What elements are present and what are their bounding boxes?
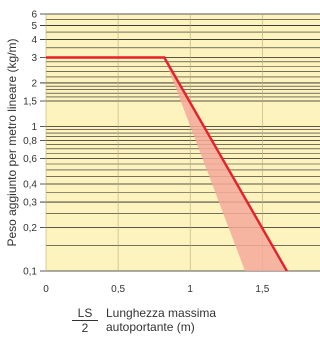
y-tick-label: 0,6 [23,154,37,165]
x-tick-labels: 0 0,5 1 1,5 [43,284,269,295]
x-tick-label: 0,5 [111,284,125,295]
y-tick-label: 0,4 [23,179,37,190]
x-tick-label: 1,5 [255,284,269,295]
x-axis-label: Lunghezza massima autoportante (m) [106,306,306,334]
x-tick-label: 1 [187,284,193,295]
y-tick-label: 3 [31,53,37,64]
ls-fraction-denominator: 2 [72,321,98,335]
plot-background [46,14,320,271]
y-tick-label: 1 [31,122,37,133]
y-tick-label: 0,2 [23,223,37,234]
y-tick-label: 0,1 [23,267,37,278]
chart: 65 4 3 2 1,5 1 0,8 0,6 0,4 0,3 0,2 0,1 0 0,5 1 1,5 Pes… [0,0,320,300]
y-tick-label: 0,3 [23,198,37,209]
y-tick-labels: 65 4 3 2 1,5 1 0,8 0,6 0,4 0,3 0,2 0,1 [23,10,37,278]
y-tick-label: 4 [31,35,37,46]
x-axis-label-line2: autoportante (m) [106,320,195,334]
y-tick-label: 1,5 [23,97,37,108]
ls-fraction-numerator: LS [72,306,98,321]
y-tick-label: 6 [31,10,37,21]
ls-fraction: LS 2 [72,306,98,335]
y-tick-label: 5 [31,21,37,32]
x-axis-label-line1: Lunghezza massima [106,306,216,320]
y-axis-label: Peso aggiunto per metro lineare (kg/m) [5,38,19,246]
x-tick-label: 0 [43,284,49,295]
y-tick-label: 0,8 [23,136,37,147]
y-tick-label: 2 [31,78,37,89]
